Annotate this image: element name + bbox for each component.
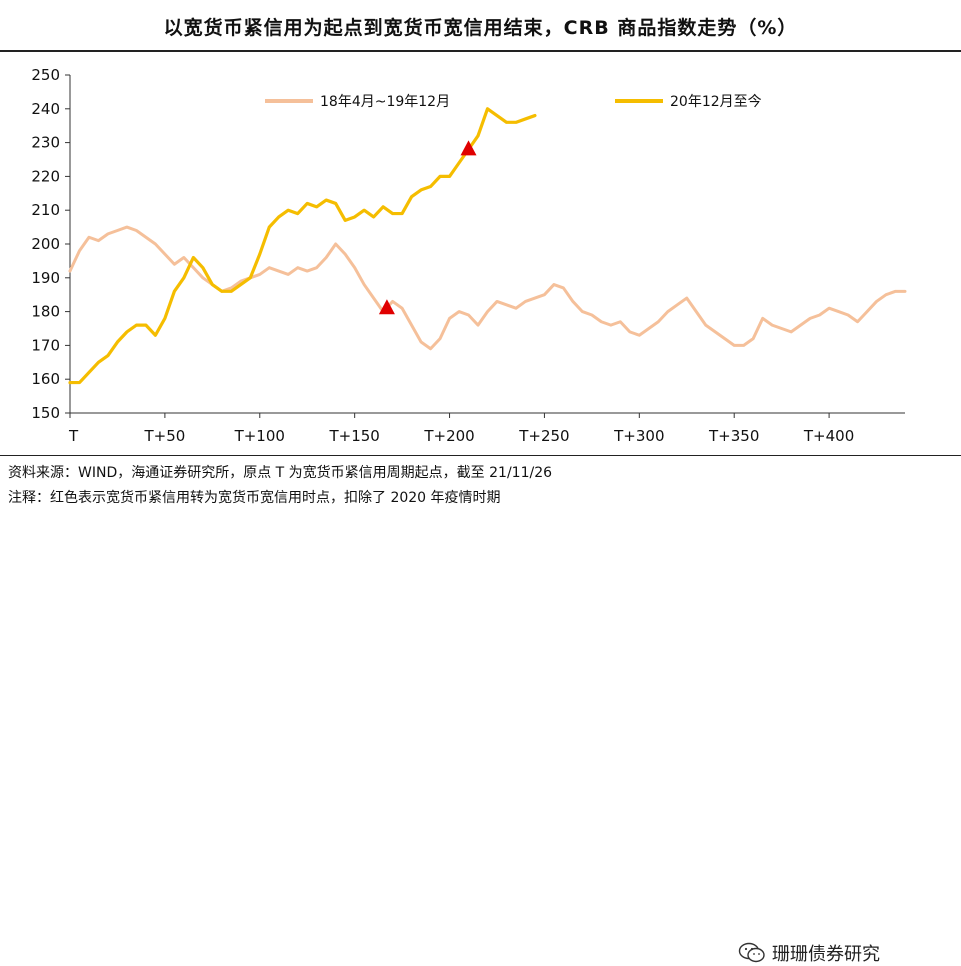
x-tick-label: T+300	[613, 427, 664, 445]
marker-layer	[378, 140, 477, 315]
legend: 18年4月~19年12月 20年12月至今	[265, 94, 762, 110]
watermark-text: 珊珊债券研究	[772, 944, 880, 965]
marker-note: 注释：红色表示宽货币紧信用转为宽货币宽信用时点，扣除了 2020 年疫情时期	[8, 490, 501, 506]
y-tick-label: 250	[31, 66, 60, 84]
wechat-icon	[738, 942, 765, 963]
x-tick-label: T+250	[518, 427, 569, 445]
y-tick-label: 210	[31, 201, 60, 219]
x-tick-label: T+200	[423, 427, 474, 445]
x-axis: T T+50 T+100 T+150 T+200 T+250 T+300 T+350 T+400	[68, 412, 905, 445]
x-tick-label: T+100	[234, 427, 285, 445]
legend-label-1: 18年4月~19年12月	[320, 94, 450, 110]
x-tick-label: T+350	[708, 427, 759, 445]
legend-label-2: 20年12月至今	[670, 94, 762, 110]
y-tick-label: 190	[31, 269, 60, 287]
turn-point-marker-2	[460, 140, 477, 156]
x-tick-label: T+50	[143, 427, 185, 445]
series-line-1	[68, 225, 907, 351]
source-note: 资料来源：WIND，海通证券研究所，原点 T 为宽货币紧信用周期起点，截至 21…	[8, 465, 553, 481]
title-bar: 以宽货币紧信用为起点到宽货币宽信用结束，CRB 商品指数走势（%）	[0, 0, 961, 52]
chart-title: 以宽货币紧信用为起点到宽货币宽信用结束，CRB 商品指数走势（%）	[163, 17, 798, 39]
notes-area: 资料来源：WIND，海通证券研究所，原点 T 为宽货币紧信用周期起点，截至 21…	[0, 455, 961, 965]
turn-point-marker-1	[378, 299, 395, 315]
y-tick-label: 150	[31, 404, 60, 422]
y-tick-label: 240	[31, 100, 60, 118]
y-tick-label: 170	[31, 336, 60, 354]
y-tick-label: 220	[31, 167, 60, 185]
y-tick-label: 160	[31, 370, 60, 388]
watermark: 珊珊债券研究	[738, 940, 880, 966]
y-tick-label: 230	[31, 134, 60, 152]
y-tick-label: 200	[31, 235, 60, 253]
series-line-2	[68, 107, 537, 385]
y-axis: 150 160 170 180 190 200 210 220 230 240 250	[31, 66, 71, 422]
y-tick-label: 180	[31, 303, 60, 321]
x-tick-label: T+150	[328, 427, 379, 445]
x-tick-label: T	[68, 427, 79, 445]
series-layer	[68, 107, 907, 385]
x-tick-label: T+400	[803, 427, 854, 445]
